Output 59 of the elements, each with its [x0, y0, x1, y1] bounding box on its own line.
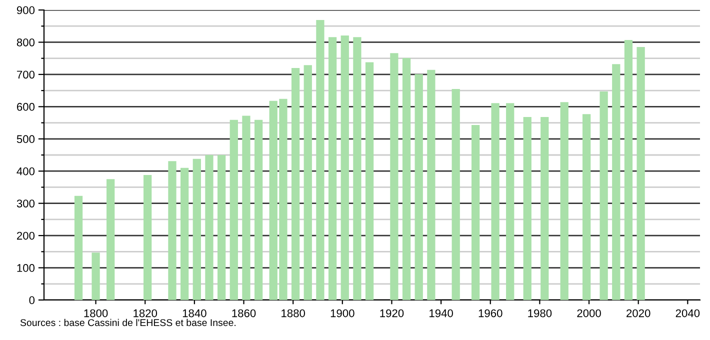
bar: [365, 62, 374, 300]
y-tick-label: 600: [17, 102, 35, 111]
bar: [242, 116, 250, 300]
y-tick-label: 300: [16, 200, 35, 208]
bar: [402, 58, 411, 300]
bar: [230, 120, 238, 300]
x-tick-label: 1940: [430, 309, 453, 318]
bar: [523, 116, 532, 300]
bar: [106, 179, 115, 300]
bar: [144, 174, 152, 300]
source-note: Sources : base Cassini de l'EHESS et base Insee.: [20, 318, 236, 326]
bar: [390, 53, 398, 300]
bar: [636, 47, 645, 300]
bar: [74, 196, 83, 300]
bar: [328, 37, 337, 300]
y-tick-label: 500: [16, 135, 35, 144]
x-tick-label: 1840: [182, 309, 206, 318]
y-tick-label: 200: [16, 232, 35, 240]
bar: [180, 168, 189, 300]
y-tick-label: 900: [16, 6, 35, 14]
bar: [624, 40, 633, 300]
x-tick-label: 1960: [478, 309, 502, 318]
bar: [427, 70, 436, 300]
bar: [560, 102, 568, 300]
x-tick-label: 1820: [134, 309, 158, 318]
bar: [316, 20, 324, 300]
bar: [540, 116, 549, 300]
bar: [582, 114, 591, 300]
x-tick-label: 2000: [577, 309, 601, 318]
x-tick-label: 1880: [282, 309, 306, 318]
bar: [340, 35, 349, 300]
bar: [452, 88, 460, 300]
bar: [414, 74, 423, 300]
bar: [92, 252, 100, 300]
y-tick-label: 700: [17, 70, 35, 79]
bar: [353, 37, 362, 300]
x-tick-label: 2020: [626, 309, 650, 318]
x-tick-label: 1860: [232, 309, 256, 318]
x-tick-label: 1920: [380, 309, 404, 318]
bar: [192, 158, 201, 300]
bar: [205, 155, 214, 300]
bar: [600, 92, 608, 300]
bar: [304, 65, 312, 300]
y-tick-label: 0: [29, 296, 35, 304]
bar: [506, 103, 514, 300]
bar: [217, 155, 226, 300]
x-tick-label: 1980: [528, 309, 552, 318]
y-tick-label: 100: [17, 264, 35, 272]
y-tick-label: 800: [16, 38, 35, 46]
x-tick-label: 1800: [84, 309, 108, 318]
bar: [168, 161, 176, 300]
bar: [291, 68, 300, 300]
bar: [491, 103, 500, 300]
bar: [254, 120, 263, 300]
x-tick-label: 1900: [330, 309, 354, 318]
x-tick-label: 2040: [676, 309, 700, 318]
bar: [472, 125, 480, 300]
bar: [612, 64, 620, 300]
y-tick-label: 400: [16, 167, 35, 176]
